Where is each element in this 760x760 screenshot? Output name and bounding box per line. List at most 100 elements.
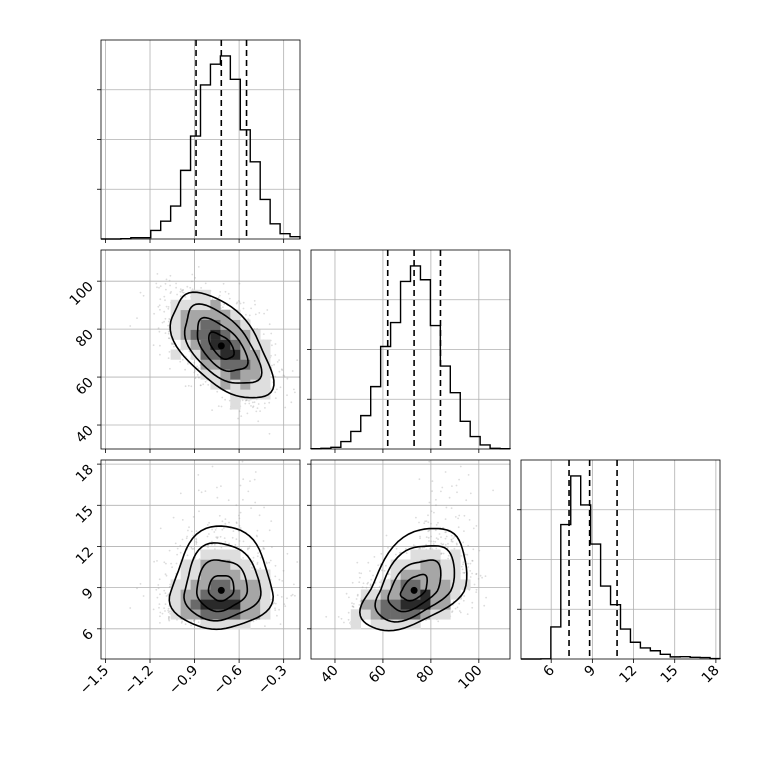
density-cell	[240, 559, 251, 570]
scatter-point	[271, 364, 273, 367]
scatter-point	[195, 537, 198, 540]
scatter-point	[197, 489, 200, 492]
density-cell	[260, 599, 271, 610]
density-cell	[260, 359, 271, 370]
scatter-point	[427, 536, 430, 539]
scatter-point	[224, 522, 227, 525]
scatter-point	[478, 549, 481, 552]
scatter-point	[216, 486, 218, 489]
scatter-point	[187, 363, 189, 365]
x-tick-label: 12	[616, 663, 640, 687]
scatter-point	[423, 522, 426, 525]
scatter-point	[190, 385, 193, 388]
density-cell	[170, 329, 181, 340]
density-cell	[200, 609, 211, 620]
scatter-point	[184, 368, 187, 371]
scatter-point	[286, 597, 288, 600]
scatter-point	[415, 516, 417, 519]
scatter-point	[274, 391, 277, 394]
scatter-point	[242, 498, 244, 501]
scatter-point	[169, 274, 172, 277]
scatter-point	[153, 312, 156, 315]
scatter-point	[428, 501, 431, 504]
scatter-point	[167, 320, 170, 323]
scatter-point	[168, 318, 171, 320]
density-cell	[210, 569, 221, 580]
scatter-point	[163, 561, 166, 564]
scatter-point	[459, 465, 462, 468]
scatter-point	[445, 531, 447, 533]
scatter-point	[432, 540, 435, 543]
scatter-point	[159, 344, 161, 347]
scatter-point	[257, 420, 260, 423]
density-cell	[210, 589, 221, 600]
density-cell	[240, 609, 251, 620]
scatter-point	[217, 296, 220, 299]
scatter-point	[173, 345, 175, 348]
scatter-point	[167, 594, 170, 597]
scatter-point	[270, 520, 273, 522]
scatter-point	[274, 602, 277, 605]
density-cell	[170, 299, 181, 311]
scatter-point	[179, 288, 182, 291]
scatter-point	[281, 580, 284, 582]
scatter-point	[466, 553, 469, 556]
scatter-point	[274, 564, 277, 567]
scatter-point	[227, 499, 230, 502]
scatter-point	[163, 320, 166, 323]
density-cell	[240, 589, 251, 600]
scatter-point	[204, 282, 207, 285]
density-cell	[210, 609, 221, 620]
contour-line	[196, 316, 249, 373]
scatter-point	[456, 606, 459, 609]
scatter-point	[468, 519, 471, 521]
scatter-point	[184, 623, 187, 626]
scatter-point	[395, 547, 398, 550]
scatter-point	[252, 620, 255, 623]
scatter-point	[197, 266, 200, 268]
density-cell	[250, 609, 261, 620]
scatter-point	[270, 332, 273, 335]
scatter-point	[200, 491, 203, 494]
scatter-point	[447, 554, 450, 557]
scatter-point	[188, 526, 190, 529]
density-cell	[190, 339, 201, 350]
density-cell	[210, 619, 221, 630]
density-cell	[250, 369, 261, 380]
scatter-point	[425, 536, 428, 538]
scatter-point	[238, 525, 241, 527]
scatter-point	[167, 609, 170, 612]
scatter-point	[167, 330, 170, 333]
histogram-series	[521, 475, 721, 660]
density-cell	[220, 319, 231, 330]
scatter-point	[165, 278, 168, 281]
scatter-point	[303, 556, 305, 558]
scatter-point	[248, 547, 251, 550]
density-cell	[190, 349, 201, 360]
scatter-point	[195, 530, 198, 532]
scatter-point	[250, 507, 253, 509]
scatter-point	[159, 611, 162, 614]
scatter-point	[238, 530, 241, 533]
scatter-point	[210, 543, 213, 546]
scatter-point	[458, 602, 461, 605]
scatter-point	[462, 541, 465, 544]
x-tick-label: −1.2	[121, 663, 156, 698]
scatter-point	[191, 530, 193, 533]
scatter-point	[351, 581, 354, 584]
scatter-point	[451, 485, 453, 487]
scatter-point	[412, 544, 415, 547]
density-cell	[190, 319, 201, 330]
scatter-point	[263, 506, 265, 509]
density-cell	[260, 589, 271, 600]
scatter-point	[369, 570, 371, 572]
scatter-point	[437, 620, 440, 623]
scatter-point	[168, 618, 170, 621]
scatter-point	[247, 318, 250, 320]
scatter-point	[246, 412, 249, 415]
scatter-point	[217, 405, 220, 407]
scatter-point	[378, 585, 381, 588]
scatter-point	[253, 478, 256, 481]
scatter-point	[463, 530, 465, 532]
scatter-point	[255, 410, 258, 413]
